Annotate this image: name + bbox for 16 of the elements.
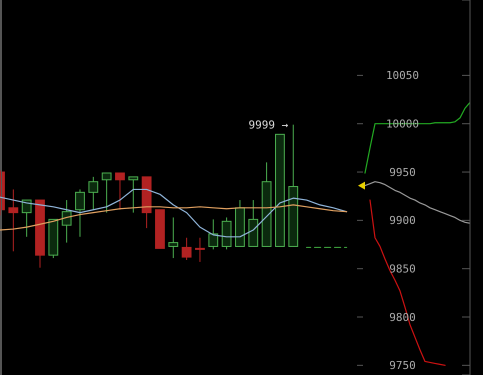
candlestick (102, 172, 112, 214)
candlestick (208, 218, 218, 250)
candlestick (88, 176, 98, 210)
candlestick (195, 237, 205, 262)
y-tick-label: 9850 (389, 262, 416, 276)
candlestick (168, 216, 178, 259)
candlestick (75, 188, 85, 238)
candlestick (8, 188, 18, 252)
candlestick (115, 172, 125, 210)
y-tick-label: 9950 (389, 166, 416, 179)
y-tick-label: 9750 (389, 359, 416, 372)
y-tick-label: 9900 (389, 214, 416, 228)
y-tick-label: 10050 (386, 69, 420, 82)
candlestick (182, 237, 192, 260)
annotation: 9999 → (248, 118, 289, 132)
candlestick (128, 176, 138, 214)
